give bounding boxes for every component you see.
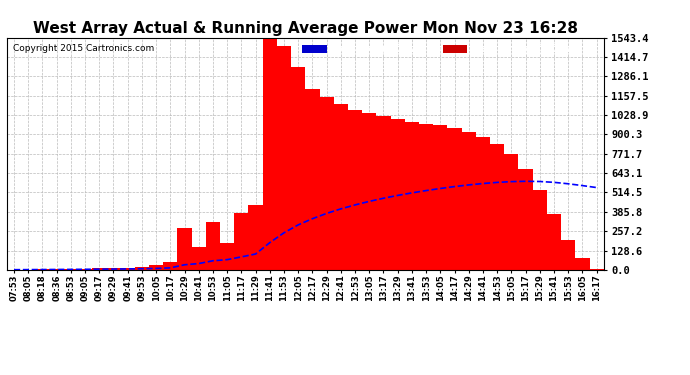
Bar — [106, 268, 121, 270]
Bar — [248, 205, 263, 270]
Bar — [263, 38, 277, 270]
Bar — [291, 67, 305, 270]
Bar — [589, 269, 604, 270]
Bar — [164, 262, 177, 270]
Legend: Average  (DC Watts), West Array  (DC Watts): Average (DC Watts), West Array (DC Watts… — [300, 42, 599, 56]
Bar — [462, 132, 476, 270]
Bar — [490, 144, 504, 270]
Bar — [78, 269, 92, 270]
Bar — [547, 214, 561, 270]
Bar — [63, 269, 78, 270]
Bar — [419, 124, 433, 270]
Bar — [376, 116, 391, 270]
Bar — [121, 268, 135, 270]
Bar — [362, 113, 376, 270]
Bar — [206, 222, 220, 270]
Bar — [575, 258, 589, 270]
Bar — [476, 137, 490, 270]
Bar — [391, 119, 405, 270]
Bar — [533, 190, 547, 270]
Bar — [177, 228, 192, 270]
Bar — [149, 266, 164, 270]
Bar — [192, 248, 206, 270]
Bar — [405, 122, 419, 270]
Bar — [319, 97, 334, 270]
Bar — [235, 213, 248, 270]
Bar — [561, 240, 575, 270]
Bar — [50, 269, 63, 270]
Bar — [277, 45, 291, 270]
Bar — [504, 154, 518, 270]
Title: West Array Actual & Running Average Power Mon Nov 23 16:28: West Array Actual & Running Average Powe… — [33, 21, 578, 36]
Bar — [334, 104, 348, 270]
Bar — [305, 89, 319, 270]
Text: Copyright 2015 Cartronics.com: Copyright 2015 Cartronics.com — [13, 45, 154, 54]
Bar — [135, 267, 149, 270]
Bar — [433, 125, 447, 270]
Bar — [92, 268, 106, 270]
Bar — [220, 243, 235, 270]
Bar — [518, 169, 533, 270]
Bar — [348, 110, 362, 270]
Bar — [447, 128, 462, 270]
Bar — [35, 269, 50, 270]
